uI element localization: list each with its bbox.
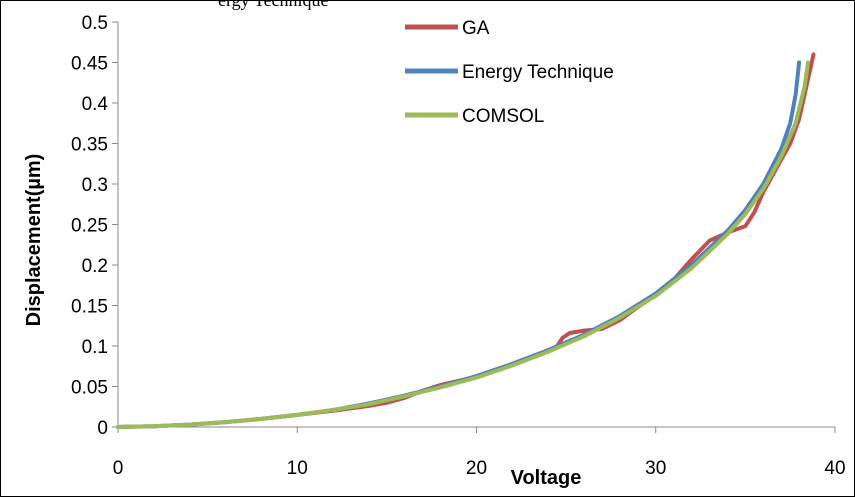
y-axis-ticks: 0 0.05 0.1 0.15 0.2 0.25 0.3 0.35 0.4 0.45 0.5 — [71, 13, 118, 439]
legend-label-energy-technique: Energy Technique — [462, 62, 614, 83]
y-tick-label: 0.1 — [82, 337, 108, 358]
y-tick-label: 0 — [97, 418, 108, 439]
cropped-caption-text: ergy Technique — [218, 0, 329, 10]
y-tick-label: 0.45 — [71, 54, 108, 75]
series-layer — [116, 52, 816, 429]
legend: GA Energy Technique COMSOL — [405, 18, 614, 127]
legend-label-ga: GA — [462, 18, 490, 39]
y-tick-label: 0.05 — [71, 378, 108, 399]
series-line-comsol — [116, 60, 811, 429]
y-tick-label: 0.35 — [71, 135, 108, 156]
x-tick-label: 30 — [645, 458, 666, 479]
legend-label-comsol: COMSOL — [462, 106, 544, 127]
y-tick-label: 0.3 — [82, 175, 108, 196]
x-tick-label: 0 — [113, 458, 124, 479]
y-tick-label: 0.2 — [82, 256, 108, 277]
series-line-energy-technique — [116, 60, 802, 429]
x-axis-title: Voltage — [511, 467, 582, 489]
y-tick-label: 0.5 — [82, 13, 108, 34]
x-tick-label: 10 — [287, 458, 308, 479]
y-tick-label: 0.4 — [82, 94, 109, 115]
y-tick-label: 0.15 — [71, 297, 108, 318]
x-tick-label: 20 — [466, 458, 487, 479]
y-tick-label: 0.25 — [71, 216, 108, 237]
y-axis-title: Displacement(µm) — [23, 154, 45, 327]
x-axis-ticks: 0 10 20 30 40 — [113, 427, 846, 479]
x-tick-label: 40 — [824, 458, 845, 479]
